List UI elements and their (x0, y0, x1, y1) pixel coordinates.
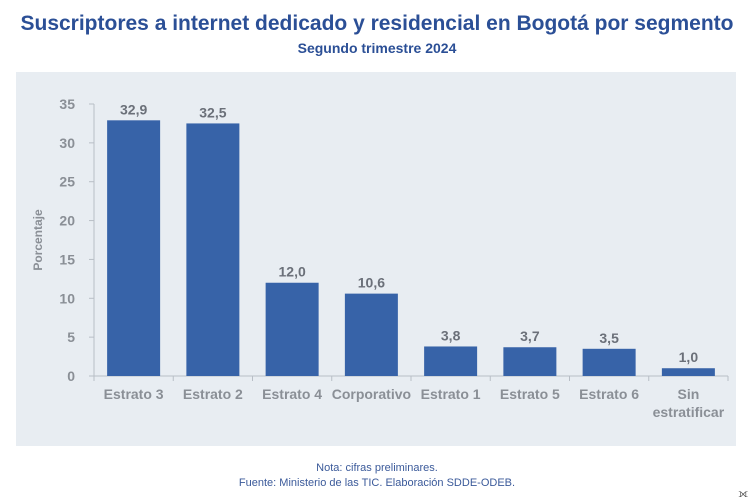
x-category-label: Estrato 5 (500, 386, 560, 402)
bar (503, 347, 557, 376)
bar-value-label: 10,6 (358, 275, 385, 291)
bar (186, 123, 240, 376)
y-axis-label: Porcentaje (31, 209, 45, 271)
chart-title: Suscriptores a internet dedicado y resid… (20, 12, 734, 35)
x-category-label: estratificar (653, 404, 725, 420)
bar (344, 293, 398, 376)
y-tick-label: 5 (67, 329, 75, 345)
bar (661, 368, 715, 376)
bar-value-label: 1,0 (679, 349, 699, 365)
y-tick-label: 10 (59, 290, 75, 306)
x-category-label: Estrato 2 (183, 386, 243, 402)
bar (424, 346, 478, 376)
x-category-label: Estrato 4 (262, 386, 322, 402)
y-tick-label: 15 (59, 251, 75, 267)
y-tick-label: 0 (67, 368, 75, 384)
y-tick-label: 35 (59, 96, 75, 112)
bar-value-label: 3,5 (599, 330, 619, 346)
resize-handle-icon[interactable]: ⟗ (738, 488, 748, 500)
bar-chart: Porcentaje 0 5 10 15 20 25 30 35 32,9 Estrato 3 32,… (31, 96, 729, 420)
x-category-label: Sin (677, 386, 699, 402)
bar-value-label: 12,0 (279, 264, 306, 280)
chart-subtitle: Segundo trimestre 2024 (297, 40, 457, 56)
bar-value-label: 3,8 (441, 327, 461, 343)
y-tick-label: 25 (59, 174, 75, 190)
x-category-label: Estrato 6 (579, 386, 639, 402)
y-tick-label: 30 (59, 135, 75, 151)
source-text: Fuente: Ministerio de las TIC. Elaboraci… (238, 477, 516, 489)
note-text: Nota: cifras preliminares. (316, 462, 438, 474)
y-tick-label: 20 (59, 213, 75, 229)
bar (265, 282, 319, 376)
bar-value-label: 32,5 (199, 104, 226, 120)
bar (107, 120, 161, 376)
bar-value-label: 3,7 (520, 328, 540, 344)
x-category-label: Estrato 3 (104, 386, 164, 402)
bar-value-label: 32,9 (120, 101, 147, 117)
bar (582, 348, 636, 376)
x-category-label: Estrato 1 (421, 386, 481, 402)
x-category-label: Corporativo (332, 386, 411, 402)
chart-panel: Porcentaje 0 5 10 15 20 25 30 35 32,9 Estrato 3 32,… (16, 72, 736, 446)
